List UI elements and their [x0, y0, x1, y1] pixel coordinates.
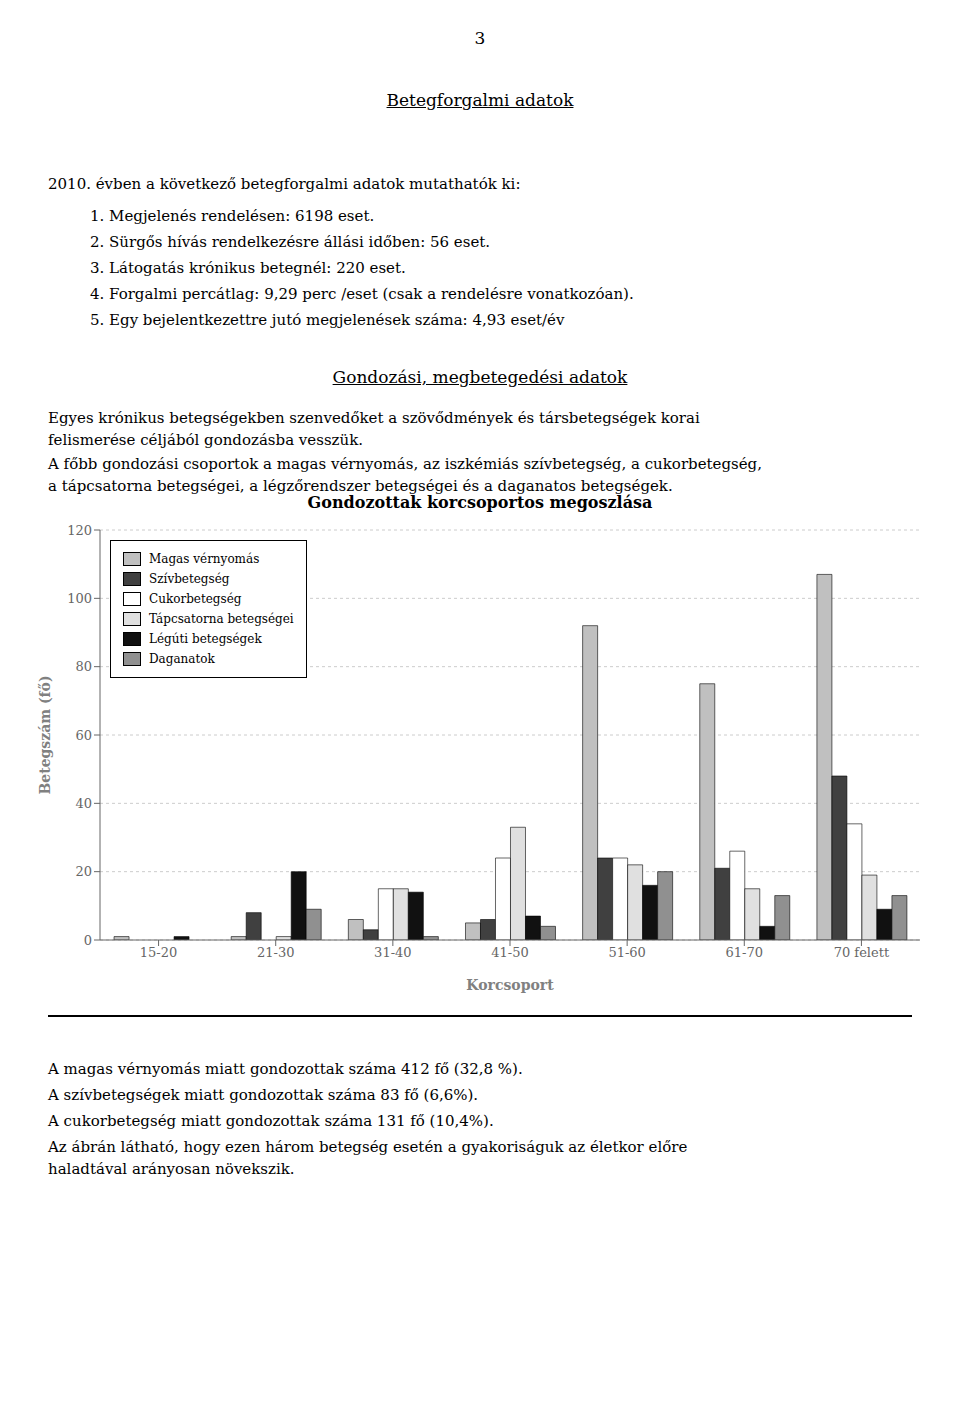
- html-text:Szívbetegség: Szívbetegség: [149, 572, 230, 586]
- html-text:A cukorbetegség miatt gondozot: A cukorbetegség miatt gondozottak száma …: [48, 1112, 494, 1130]
- html-text:A magas vérnyomás miatt gondoz: A magas vérnyomás miatt gondozottak szám…: [48, 1060, 523, 1078]
- svg-text:70 felett: 70 felett: [834, 945, 890, 960]
- html-text:Egyes krónikus betegségekben s: Egyes krónikus betegségekben szenvedőket…: [48, 409, 700, 427]
- html-text:4. Forgalmi percátlag: 9,29 pe: 4. Forgalmi percátlag: 9,29 perc /eset (…: [90, 285, 634, 303]
- html-text:Magas vérnyomás: Magas vérnyomás: [149, 552, 260, 566]
- html-text:5. Egy bejelentkezettre jutó m: 5. Egy bejelentkezettre jutó megjelenése…: [90, 311, 565, 329]
- html-text:A főbb gondozási csoportok a m: A főbb gondozási csoportok a magas vérny…: [48, 455, 762, 473]
- html-text:haladtával arányosan növekszik: haladtával arányosan növekszik.: [48, 1160, 295, 1178]
- html-text:a tápcsatorna betegségei, a lé: a tápcsatorna betegségei, a légzőrendsze…: [48, 477, 673, 495]
- svg-text:Betegszám (fő): Betegszám (fő): [37, 675, 53, 794]
- html-text:Cukorbetegség: Cukorbetegség: [149, 592, 242, 606]
- html-text:Betegforgalmi adatok: Betegforgalmi adatok: [386, 90, 574, 110]
- html-text:felismerése céljából gondozásb: felismerése céljából gondozásba vesszük.: [48, 431, 363, 449]
- html-text:A szívbetegségek miatt gondozo: A szívbetegségek miatt gondozottak száma…: [48, 1086, 479, 1104]
- svg-text:41-50: 41-50: [491, 945, 528, 960]
- svg-text:15-20: 15-20: [140, 945, 177, 960]
- html-text:Tápcsatorna betegségei: Tápcsatorna betegségei: [149, 612, 294, 626]
- svg-text:51-60: 51-60: [608, 945, 645, 960]
- svg-text:40: 40: [75, 796, 92, 811]
- html-text:Gondozottak korcsoportos megos: Gondozottak korcsoportos megoszlása: [307, 493, 653, 512]
- html-text:3: 3: [474, 28, 486, 48]
- svg-text:60: 60: [75, 728, 92, 743]
- svg-text:21-30: 21-30: [257, 945, 294, 960]
- html-text:Daganatok: Daganatok: [149, 652, 215, 666]
- svg-text:0: 0: [84, 933, 92, 948]
- html-text:Légúti betegségek: Légúti betegségek: [149, 632, 262, 646]
- svg-text:80: 80: [75, 659, 92, 674]
- svg-text:100: 100: [67, 591, 92, 606]
- html-text:1. Megjelenés rendelésen: 6198: 1. Megjelenés rendelésen: 6198 eset.: [90, 207, 375, 225]
- svg-text:61-70: 61-70: [726, 945, 763, 960]
- html-text:Gondozási, megbetegedési adato: Gondozási, megbetegedési adatok: [332, 367, 628, 387]
- html-text:3. Látogatás krónikus betegnél: 3. Látogatás krónikus betegnél: 220 eset…: [90, 259, 406, 277]
- html-text:2. Sürgős hívás rendelkezésre: 2. Sürgős hívás rendelkezésre állási idő…: [90, 233, 491, 251]
- svg-text:31-40: 31-40: [374, 945, 411, 960]
- svg-text:Korcsoport: Korcsoport: [466, 977, 554, 993]
- html-text:Az ábrán látható, hogy ezen há: Az ábrán látható, hogy ezen három betegs…: [48, 1138, 688, 1156]
- html-text:2010. évben a következő betegf: 2010. évben a következő betegforgalmi ad…: [48, 175, 521, 193]
- svg-text:120: 120: [67, 523, 92, 538]
- svg-text:20: 20: [75, 864, 92, 879]
